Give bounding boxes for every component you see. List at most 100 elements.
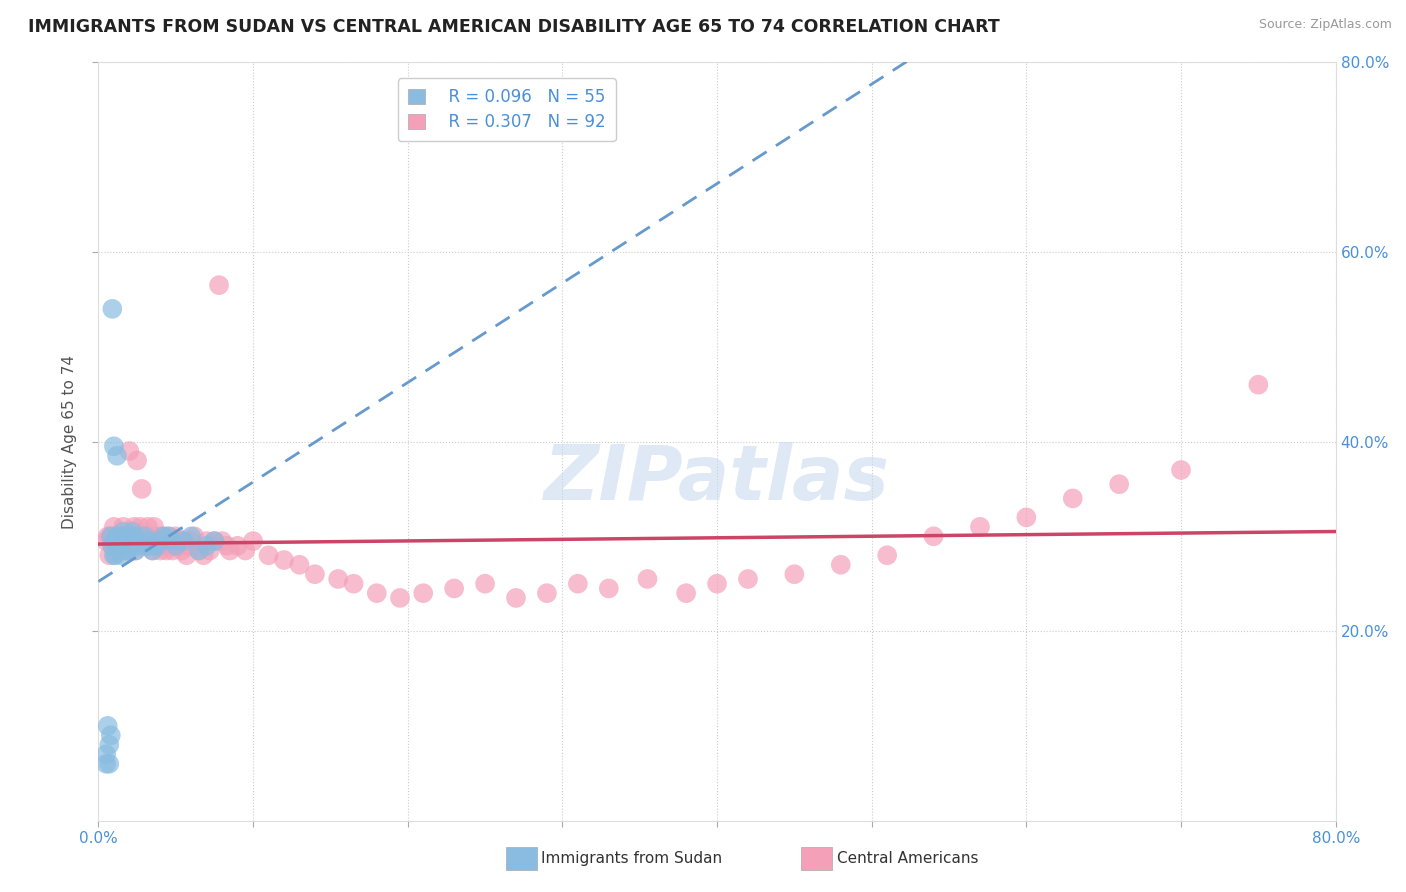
Point: [257, 548, 280, 563]
Point: [783, 567, 806, 582]
Point: [204, 534, 226, 549]
Point: [100, 529, 122, 543]
Point: [567, 576, 589, 591]
Point: [104, 534, 127, 549]
Legend:   R = 0.096   N = 55,   R = 0.307   N = 92: R = 0.096 N = 55, R = 0.307 N = 92: [398, 78, 616, 141]
Point: [830, 558, 852, 572]
Point: [141, 543, 165, 558]
Point: [195, 539, 218, 553]
Point: [129, 539, 152, 553]
Point: [138, 534, 160, 549]
Point: [108, 534, 131, 549]
Point: [103, 534, 125, 549]
Point: [215, 539, 238, 553]
Point: [183, 529, 205, 543]
Point: [195, 534, 218, 549]
Point: [118, 543, 141, 558]
Y-axis label: Disability Age 65 to 74: Disability Age 65 to 74: [62, 354, 77, 529]
Point: [876, 548, 898, 563]
Point: [170, 543, 193, 558]
Point: [150, 539, 173, 553]
Point: [139, 529, 162, 543]
Point: [98, 738, 121, 752]
Point: [146, 539, 169, 553]
Point: [138, 534, 160, 549]
Point: [135, 539, 157, 553]
Point: [636, 572, 658, 586]
Point: [100, 529, 122, 543]
Point: [117, 534, 139, 549]
Text: ZIPatlas: ZIPatlas: [544, 442, 890, 516]
Point: [121, 534, 143, 549]
Point: [136, 520, 159, 534]
Text: Central Americans: Central Americans: [837, 852, 979, 866]
Point: [101, 539, 124, 553]
Point: [177, 539, 200, 553]
Point: [115, 534, 138, 549]
Point: [273, 553, 295, 567]
Point: [155, 543, 177, 558]
Point: [108, 529, 131, 543]
Point: [96, 534, 118, 549]
Point: [675, 586, 697, 600]
Point: [96, 756, 118, 771]
Point: [412, 586, 434, 600]
Point: [211, 534, 233, 549]
Point: [127, 534, 149, 549]
Point: [152, 529, 174, 543]
Point: [536, 586, 558, 600]
Point: [176, 548, 198, 563]
Point: [146, 529, 169, 543]
Point: [1015, 510, 1038, 524]
Point: [152, 529, 174, 543]
Point: [121, 524, 143, 539]
Point: [105, 449, 128, 463]
Point: [198, 543, 221, 558]
Point: [111, 539, 132, 553]
Point: [117, 539, 139, 553]
Point: [103, 534, 125, 549]
Point: [242, 534, 264, 549]
Point: [188, 543, 211, 558]
Point: [108, 543, 131, 558]
Point: [98, 548, 121, 563]
Point: [474, 576, 496, 591]
Point: [114, 534, 136, 549]
Point: [112, 524, 135, 539]
Point: [193, 548, 215, 563]
Point: [118, 529, 141, 543]
Point: [115, 543, 138, 558]
Point: [505, 591, 527, 605]
Point: [598, 582, 620, 596]
Point: [149, 534, 172, 549]
Point: [101, 539, 124, 553]
Point: [188, 543, 211, 558]
Point: [141, 543, 165, 558]
Point: [98, 756, 121, 771]
Point: [233, 543, 257, 558]
Point: [969, 520, 991, 534]
Point: [706, 576, 728, 591]
Point: [112, 520, 135, 534]
Point: [136, 539, 159, 553]
Text: Source: ZipAtlas.com: Source: ZipAtlas.com: [1258, 18, 1392, 31]
Point: [100, 728, 122, 742]
Point: [114, 529, 136, 543]
Point: [121, 539, 143, 553]
Point: [127, 453, 149, 467]
Point: [103, 439, 125, 453]
Point: [1247, 377, 1270, 392]
Point: [134, 529, 156, 543]
Point: [118, 444, 141, 458]
Point: [160, 539, 183, 553]
Point: [162, 534, 184, 549]
Point: [165, 539, 187, 553]
Point: [104, 548, 127, 563]
Point: [107, 539, 129, 553]
Point: [97, 529, 120, 543]
Point: [226, 539, 249, 553]
Point: [172, 534, 194, 549]
Point: [103, 548, 125, 563]
Point: [172, 534, 194, 549]
Point: [922, 529, 945, 543]
